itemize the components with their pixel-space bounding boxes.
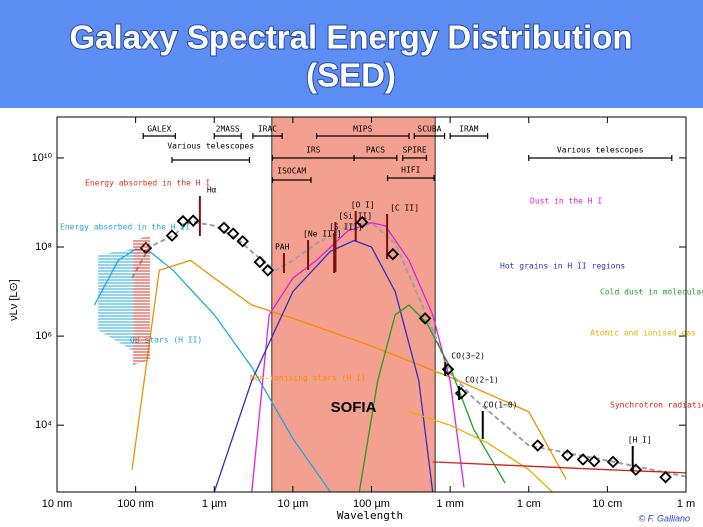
instrument-label: SPIRE [403,146,427,155]
spectral-line-label: Hα [207,186,217,195]
component-label: OB stars (H II) [130,336,202,345]
sed-curve [408,411,553,492]
x-tick-label: 100 µm [353,498,390,510]
instrument-range [449,133,489,139]
instrument-label: Various telescopes [167,142,254,151]
observation [561,449,574,462]
observation [576,453,590,466]
observation [226,227,240,240]
instrument-label: PACS [366,146,385,155]
annotation: Energy absorbed in the H II [60,223,190,232]
sed-curve [251,222,465,492]
instrument-range [171,157,251,163]
sed-curve [432,461,686,474]
instrument-range [142,133,176,139]
instrument-label: IRAM [459,125,478,134]
instrument-range [271,177,312,183]
observation [165,229,179,242]
chart-title: (SED) [306,57,396,94]
component-label: Synchrotron radiation [610,401,703,410]
instrument-range [413,133,446,139]
component-label: Non-ionising stars (H I) [250,374,366,383]
plot-area [93,117,686,492]
chart-title: Galaxy Spectral Energy Distribution [70,19,633,56]
instrument-range [315,133,410,139]
observation [606,455,620,469]
instrument-range [528,155,673,161]
sed-curve [131,220,686,478]
instrument-label: SCUBA [417,125,441,134]
instrument-label: HIFI [401,166,420,175]
plot-frame [56,116,687,493]
observation [261,264,275,277]
instrument-label: GALEX [147,125,171,134]
instrument-label: 2MASS [216,125,240,134]
instrument-label: Various telescopes [557,146,644,155]
x-tick-label: 1 m [677,498,695,510]
observation [217,221,231,235]
absorbed-hi-area [133,236,150,365]
plot: 10 nm 100 nm 1 µm 10 µm 100 µm 1 mm 1 cm 10 cm 1… [32,117,703,510]
spectral-line-label: CO(2−1) [465,376,499,385]
observation [659,470,672,484]
y-tick-label: 10⁴ [35,419,52,431]
observation [629,463,643,476]
annotation: Energy absorbed in the H I [85,179,210,188]
instrument-range [386,175,435,181]
observation [454,387,468,400]
x-tick-label: 10 nm [42,498,73,510]
instrument-range [353,155,398,161]
sed-curve [213,239,434,492]
observation [386,247,400,261]
observation [236,234,249,248]
absorbed-hii-area [98,248,140,355]
spectral-line-label: [C II] [390,204,419,213]
x-tick-label: 10 cm [592,498,622,510]
y-axis-label: νLν [L⊙] [8,279,20,321]
region-label: SOFIA [331,399,377,416]
y-tick-label: 10⁶ [35,330,52,342]
spectral-line-label: CO(1−0) [484,401,518,410]
spectral-line-label: [Ne III] [303,230,342,239]
spectral-line-label: CO(3−2) [451,352,485,361]
x-tick-label: 10 µm [277,498,308,510]
spectral-line-label: [Si II] [338,212,372,221]
credit: © F. Galliano [639,513,691,523]
sed-curve [358,304,506,492]
observation [531,439,544,452]
x-tick-label: 1 µm [202,498,227,510]
sed-curve [131,259,567,480]
component-label: Dust in the H I [530,197,602,206]
x-tick-label: 1 cm [517,498,541,510]
instrument-label: IRS [306,146,321,155]
y-tick-label: 10¹⁰ [32,152,53,164]
instrument-label: IRAC [258,125,277,134]
component-label: Cold dust in molecular clouds [600,288,703,297]
observation [587,454,601,468]
instrument-range [402,155,428,161]
x-tick-label: 1 mm [436,498,464,510]
observation [441,362,455,376]
component-label: Atomic and ionised gas [590,329,696,338]
spectral-line-label: [H I] [628,436,652,445]
y-tick-label: 10⁸ [35,241,52,253]
observation [253,255,267,269]
instrument-range [252,133,283,139]
spectral-line-label: PAH [275,243,290,252]
observation [418,312,432,325]
instrument-range [213,133,242,139]
observation [355,215,369,229]
title-banner [0,0,703,108]
instrument-label: ISOCAM [277,167,306,176]
instrument-label: MIPS [353,125,372,134]
spectral-line-label: [S III] [329,223,363,232]
observation [186,214,200,227]
x-tick-label: 100 nm [117,498,154,510]
x-axis-label: Wavelength [337,509,403,522]
spectral-line-label: [O I] [351,201,375,210]
component-label: Hot grains in H II regions [500,262,625,271]
